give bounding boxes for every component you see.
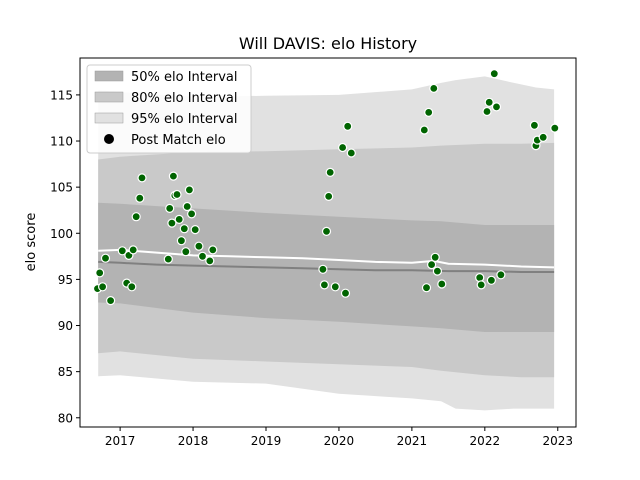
post-match-point (135, 193, 145, 203)
legend: 50% elo Interval 80% elo Interval 95% elo … (86, 64, 252, 154)
x-tick-label: 2020 (324, 434, 355, 448)
y-tick-label: 105 (50, 181, 73, 195)
legend-box (86, 64, 252, 154)
legend-label: 95% elo Interval (131, 112, 238, 127)
chart-title: Will DAVIS: elo History (239, 34, 417, 53)
post-match-point (476, 280, 486, 290)
post-match-point (172, 189, 182, 200)
post-match-point (419, 125, 429, 135)
post-match-point (176, 236, 186, 246)
post-match-point (429, 83, 439, 94)
post-match-point (181, 247, 191, 257)
y-axis-label: elo score (24, 213, 39, 272)
post-match-point (318, 264, 328, 274)
y-tick-label: 90 (58, 319, 73, 333)
x-tick-label: 2021 (397, 434, 428, 448)
post-match-point (496, 270, 506, 280)
post-match-point (325, 167, 335, 177)
legend-marker (104, 134, 114, 144)
post-match-point (338, 142, 348, 153)
post-match-point (346, 148, 356, 158)
x-axis: 2017 2018 2019 2020 2021 2022 2023 (105, 427, 573, 448)
post-match-point (421, 283, 432, 293)
post-match-point (205, 256, 215, 266)
post-match-point (187, 209, 197, 219)
legend-swatch (94, 112, 124, 124)
legend-label: 50% elo Interval (131, 70, 238, 85)
post-match-point (489, 69, 499, 79)
y-axis: 80 85 90 95 100 105 110 115 (50, 88, 80, 425)
post-match-point (197, 251, 208, 261)
y-tick-label: 100 (50, 227, 73, 241)
post-match-point (475, 273, 485, 283)
post-match-point (343, 121, 353, 131)
post-match-point (550, 123, 560, 133)
y-tick-label: 80 (58, 411, 73, 425)
post-match-point (184, 185, 194, 195)
post-match-point (182, 201, 192, 212)
post-match-point (432, 266, 442, 276)
post-match-point (538, 132, 548, 142)
post-match-point (484, 97, 494, 107)
post-match-point (137, 173, 147, 183)
y-tick-label: 95 (58, 273, 73, 287)
post-match-point (330, 282, 340, 292)
post-match-point (208, 245, 218, 255)
x-tick-label: 2019 (251, 434, 282, 448)
post-match-point (95, 268, 105, 278)
y-tick-label: 85 (58, 365, 73, 379)
y-tick-label: 110 (50, 135, 73, 149)
plot-area (79, 57, 577, 428)
post-match-point (430, 252, 440, 262)
post-match-point (482, 106, 492, 117)
post-match-point (321, 226, 332, 236)
post-match-point (529, 120, 540, 130)
post-match-point (100, 253, 111, 263)
elo-trend-line-1 (98, 248, 555, 269)
post-match-point (324, 191, 334, 201)
x-tick-label: 2023 (542, 434, 573, 448)
post-match-point (117, 246, 127, 256)
post-match-point (437, 279, 447, 289)
post-match-point (319, 280, 329, 290)
post-match-point (340, 288, 351, 298)
post-match-point (168, 171, 178, 181)
post-match-point (165, 203, 175, 213)
legend-label: Post Match elo (131, 133, 226, 148)
post-match-point (486, 275, 496, 285)
plot-frame (79, 57, 577, 428)
y-tick-label: 115 (50, 88, 73, 102)
x-tick-label: 2017 (105, 434, 136, 448)
post-match-point (167, 218, 177, 228)
post-match-point (427, 260, 437, 270)
post-match-point (424, 107, 434, 118)
post-match-point (127, 282, 137, 292)
post-match-point (194, 241, 204, 251)
post-match-point (128, 245, 138, 255)
post-match-point (179, 224, 189, 234)
post-match-point (491, 102, 502, 112)
post-match-point (190, 225, 200, 235)
legend-swatch (94, 70, 124, 82)
post-match-point (97, 282, 108, 292)
x-tick-label: 2022 (470, 434, 501, 448)
legend-label: 80% elo Interval (131, 91, 238, 106)
post-match-point (163, 254, 173, 264)
post-match-point (174, 214, 184, 224)
x-tick-label: 2018 (178, 434, 209, 448)
post-match-point (131, 212, 141, 222)
post-match-point (105, 296, 116, 306)
legend-swatch (94, 91, 124, 103)
